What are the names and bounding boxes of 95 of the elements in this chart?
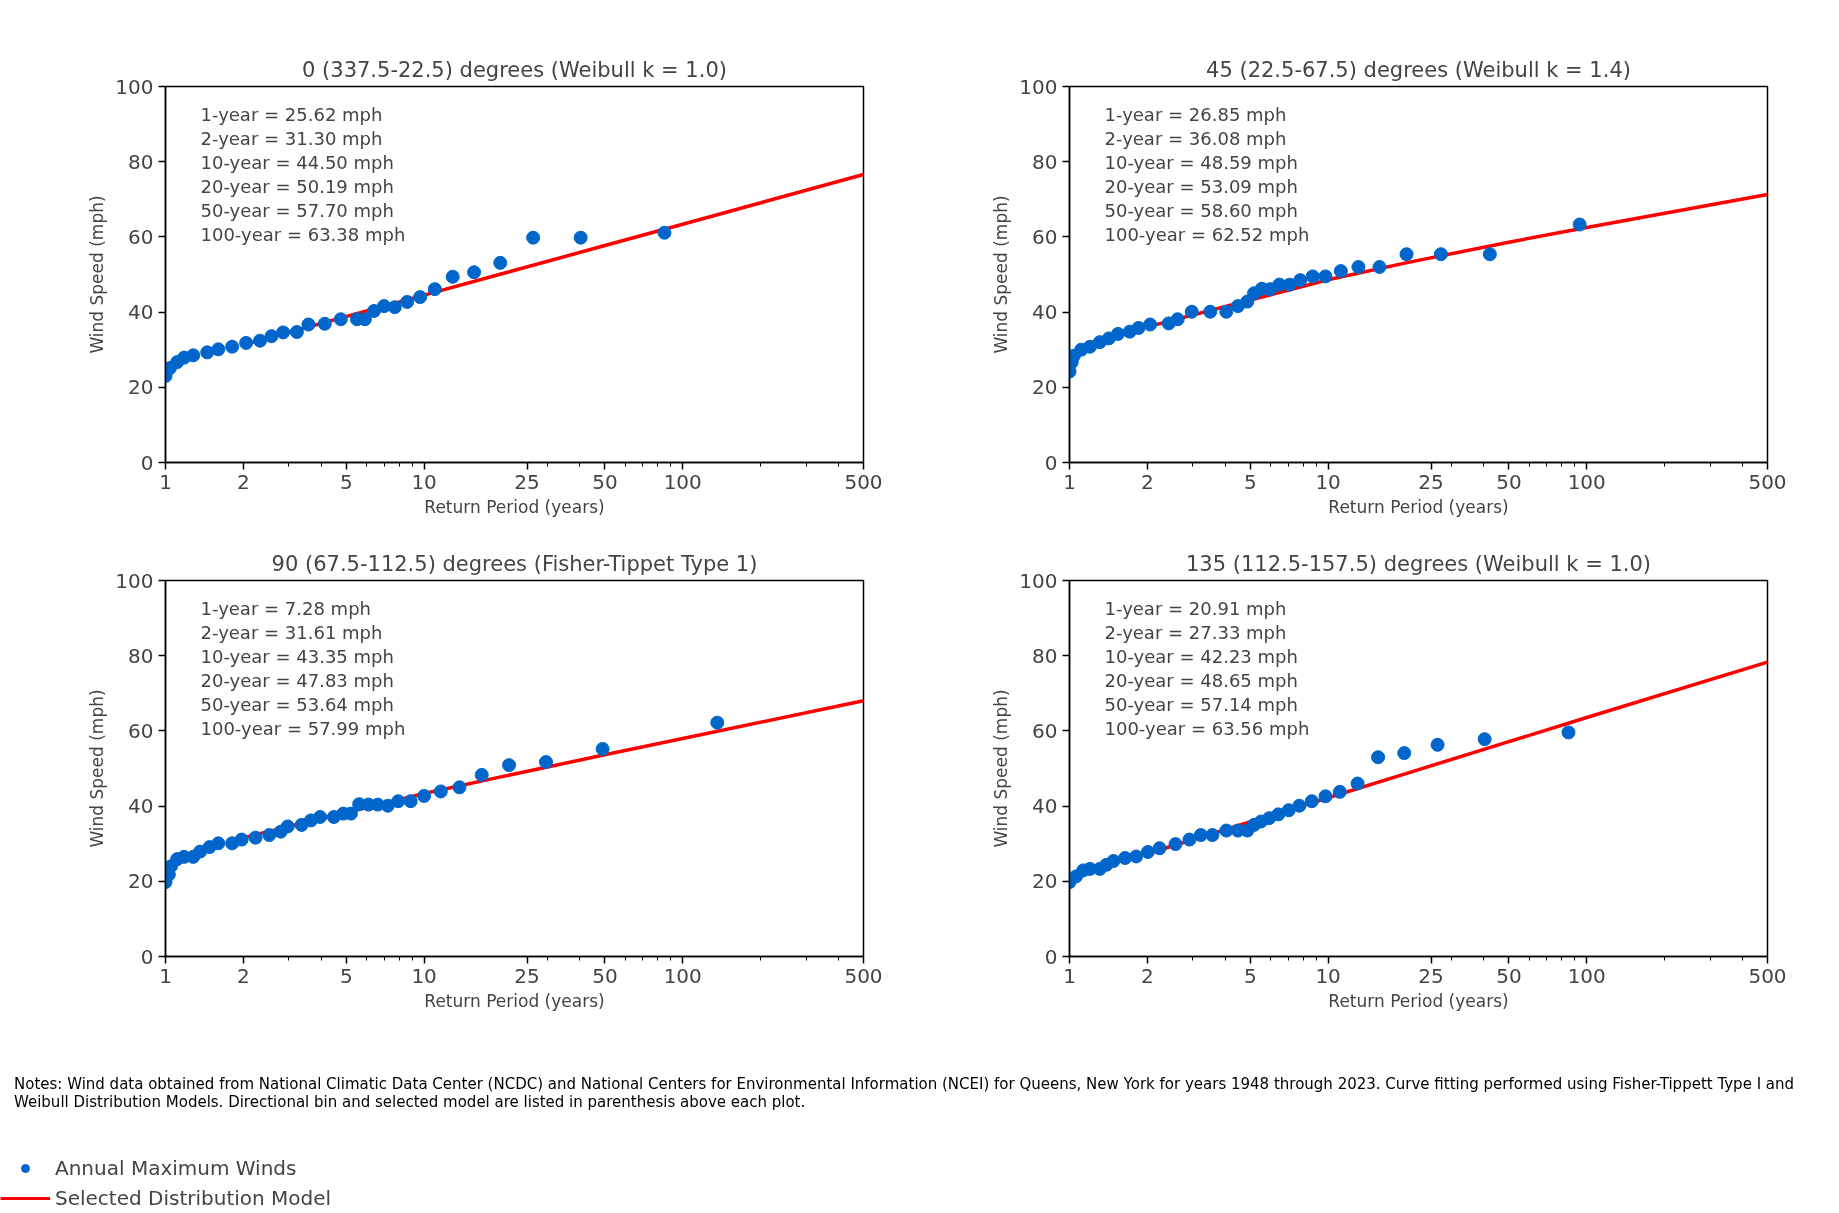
y-tick-label: 40 [128, 300, 154, 325]
annotation: 10-year = 43.35 mph [200, 646, 394, 667]
x-tick-label: 5 [1243, 963, 1257, 988]
annotation: 10-year = 48.59 mph [1104, 152, 1298, 173]
y-tick-label: 60 [1032, 718, 1058, 743]
x-tick-label: 500 [1748, 963, 1787, 988]
y-tick-label: 40 [128, 794, 154, 819]
chart-title: 90 (67.5-112.5) degrees (Fisher-Tippet Type 1) [271, 551, 758, 576]
x-tick-label: 25 [514, 963, 540, 988]
x-tick-label: 2 [1140, 963, 1154, 988]
text: Notes: Wind data obtained from National Climatic Data Center (NCDC) and National Centers for Environmental Information (NCEI) for Queens, New York for years 1948 through 2023. Curve fitting performed using Fisher-Tippett Type I and Weibull Distribution Models. Directional bin and selected model are listed in parenthesis above each plot. [14, 1075, 1796, 1111]
x-tick-label: 10 [411, 963, 437, 988]
x-tick-label: 1 [1063, 963, 1076, 988]
x-tick-label: 500 [1748, 469, 1787, 494]
chart-title: 45 (22.5-67.5) degrees (Weibull k = 1.4) [1206, 57, 1631, 82]
annotation: 50-year = 53.64 mph [200, 694, 394, 715]
y-tick-label: 20 [1032, 375, 1058, 400]
y-tick-label: 100 [115, 74, 154, 99]
x-tick-label: 50 [1496, 963, 1522, 988]
x-tick-label: 10 [1315, 963, 1341, 988]
x-tick-label: 1 [159, 963, 172, 988]
x-tick-label: 2 [236, 469, 250, 494]
y-axis-title: Wind Speed (mph) [991, 195, 1012, 354]
y-axis-title: Wind Speed (mph) [991, 689, 1012, 848]
legend-label: Annual Maximum Winds [55, 1156, 297, 1180]
chart-title: 0 (337.5-22.5) degrees (Weibull k = 1.0) [302, 57, 727, 82]
annotation: 2-year = 31.30 mph [200, 128, 383, 149]
annotation: 10-year = 42.23 mph [1104, 646, 1298, 667]
y-tick-label: 40 [1032, 300, 1058, 325]
x-tick-label: 100 [663, 963, 702, 988]
x-axis-title: Return Period (years) [424, 990, 605, 1011]
annotation: 1-year = 25.62 mph [200, 104, 383, 125]
annotation: 100-year = 62.52 mph [1104, 224, 1310, 245]
x-tick-label: 5 [339, 963, 353, 988]
x-tick-label: 25 [1418, 963, 1444, 988]
y-tick-label: 60 [128, 224, 154, 249]
y-tick-label: 80 [1032, 149, 1058, 174]
annotation: 2-year = 27.33 mph [1104, 622, 1287, 643]
y-tick-label: 0 [1044, 450, 1058, 475]
annotation: 1-year = 7.28 mph [200, 598, 371, 619]
y-tick-label: 0 [140, 450, 154, 475]
y-tick-label: 0 [1044, 944, 1058, 969]
x-axis-title: Return Period (years) [1328, 496, 1509, 517]
x-axis-title: Return Period (years) [424, 496, 605, 517]
annotation: 2-year = 31.61 mph [200, 622, 383, 643]
y-tick-label: 0 [140, 944, 154, 969]
x-tick-label: 100 [663, 469, 702, 494]
x-axis-title: Return Period (years) [1328, 990, 1509, 1011]
annotation: 100-year = 63.56 mph [1104, 718, 1310, 739]
y-tick-label: 20 [128, 375, 154, 400]
x-tick-label: 100 [1567, 963, 1606, 988]
x-tick-label: 25 [514, 469, 540, 494]
y-tick-label: 100 [1019, 568, 1058, 593]
x-tick-label: 1 [159, 469, 172, 494]
x-tick-label: 1 [1063, 469, 1076, 494]
x-tick-label: 50 [1496, 469, 1522, 494]
x-tick-label: 50 [592, 963, 618, 988]
annotation: 50-year = 58.60 mph [1104, 200, 1298, 221]
annotation: 20-year = 50.19 mph [200, 176, 394, 197]
x-tick-label: 2 [1140, 469, 1154, 494]
annotation: 50-year = 57.14 mph [1104, 694, 1298, 715]
x-tick-label: 500 [844, 469, 883, 494]
y-tick-label: 60 [128, 718, 154, 743]
x-tick-label: 25 [1418, 469, 1444, 494]
y-axis-title: Wind Speed (mph) [87, 195, 108, 354]
annotation: 20-year = 47.83 mph [200, 670, 394, 691]
y-tick-label: 40 [1032, 794, 1058, 819]
annotation: 1-year = 20.91 mph [1104, 598, 1287, 619]
annotation: 20-year = 48.65 mph [1104, 670, 1298, 691]
x-tick-label: 5 [1243, 469, 1257, 494]
x-tick-label: 5 [339, 469, 353, 494]
y-tick-label: 100 [115, 568, 154, 593]
y-tick-label: 80 [128, 643, 154, 668]
annotation: 20-year = 53.09 mph [1104, 176, 1298, 197]
annotation: 100-year = 57.99 mph [200, 718, 406, 739]
y-axis-title: Wind Speed (mph) [87, 689, 108, 848]
legend-label: Selected Distribution Model [55, 1186, 332, 1210]
annotation: 50-year = 57.70 mph [200, 200, 394, 221]
annotation: 100-year = 63.38 mph [200, 224, 406, 245]
x-tick-label: 10 [1315, 469, 1341, 494]
annotation: 10-year = 44.50 mph [200, 152, 394, 173]
chart-title: 135 (112.5-157.5) degrees (Weibull k = 1.0) [1186, 551, 1652, 576]
y-tick-label: 20 [1032, 869, 1058, 894]
y-tick-label: 80 [1032, 643, 1058, 668]
x-tick-label: 50 [592, 469, 618, 494]
y-tick-label: 20 [128, 869, 154, 894]
annotation: 1-year = 26.85 mph [1104, 104, 1287, 125]
x-tick-label: 500 [844, 963, 883, 988]
y-tick-label: 100 [1019, 74, 1058, 99]
x-tick-label: 10 [411, 469, 437, 494]
x-tick-label: 100 [1567, 469, 1606, 494]
annotation: 2-year = 36.08 mph [1104, 128, 1287, 149]
y-tick-label: 60 [1032, 224, 1058, 249]
y-tick-label: 80 [128, 149, 154, 174]
x-tick-label: 2 [236, 963, 250, 988]
